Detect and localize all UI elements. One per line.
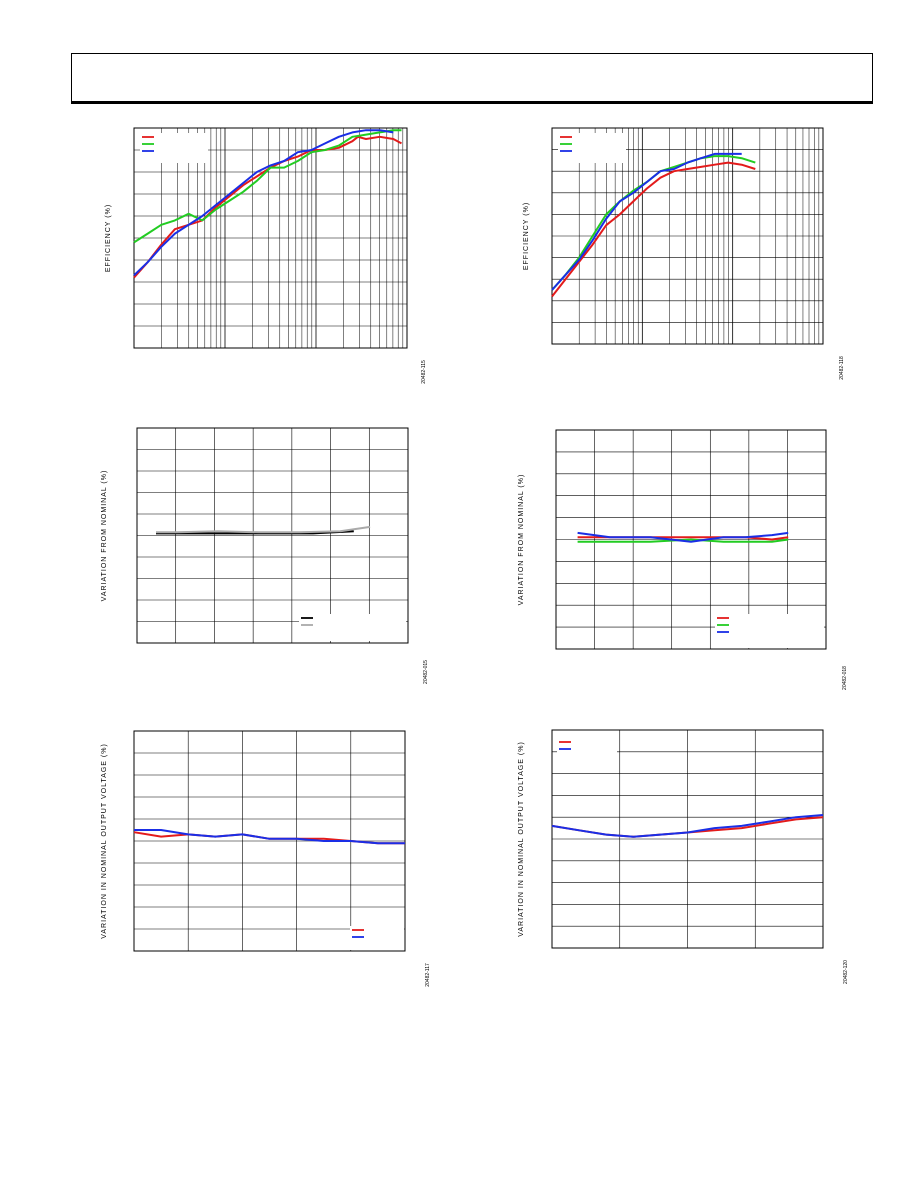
series-line-c1-2 (133, 129, 394, 277)
series-line-c3-0 (156, 530, 354, 535)
series-line-c5-1 (134, 829, 405, 845)
figure-id-c4: 20482-018 (842, 666, 848, 690)
figure-id-c1: 20482-115 (421, 360, 427, 384)
y-axis-label-c4: VARIATION FROM NOMINAL (%) (518, 474, 525, 606)
series-line-c4-1 (577, 538, 789, 543)
series-line-c4-2 (577, 531, 789, 543)
figure-id-c3: 20482-015 (423, 660, 429, 684)
series-line-c2-2 (551, 152, 742, 291)
series-line-c6-1 (551, 814, 824, 838)
y-axis-label-c6: VARIATION IN NOMINAL OUTPUT VOLTAGE (%) (518, 741, 525, 937)
legend-box-c4 (715, 614, 824, 648)
figure-id-c6: 20482-120 (843, 960, 849, 984)
y-axis-label-c5: VARIATION IN NOMINAL OUTPUT VOLTAGE (%) (101, 743, 108, 939)
series-line-c1-0 (133, 135, 402, 279)
series-line-c2-0 (551, 161, 756, 298)
page-header (71, 53, 873, 104)
figure-id-c5: 20482-117 (425, 963, 431, 987)
y-axis-label-c3: VARIATION FROM NOMINAL (%) (101, 470, 108, 602)
legend-box-c6 (557, 738, 617, 768)
y-axis-label-c2: EFFICIENCY (%) (523, 202, 530, 270)
y-axis-label-c1: EFFICIENCY (%) (105, 204, 112, 272)
legend-box-c1 (140, 133, 208, 163)
legend-box-c3 (299, 614, 406, 641)
series-line-c1-1 (133, 129, 402, 244)
series-line-c3-1 (156, 525, 371, 534)
figure-id-c2: 20482-118 (839, 356, 845, 380)
legend-box-c2 (558, 133, 626, 163)
